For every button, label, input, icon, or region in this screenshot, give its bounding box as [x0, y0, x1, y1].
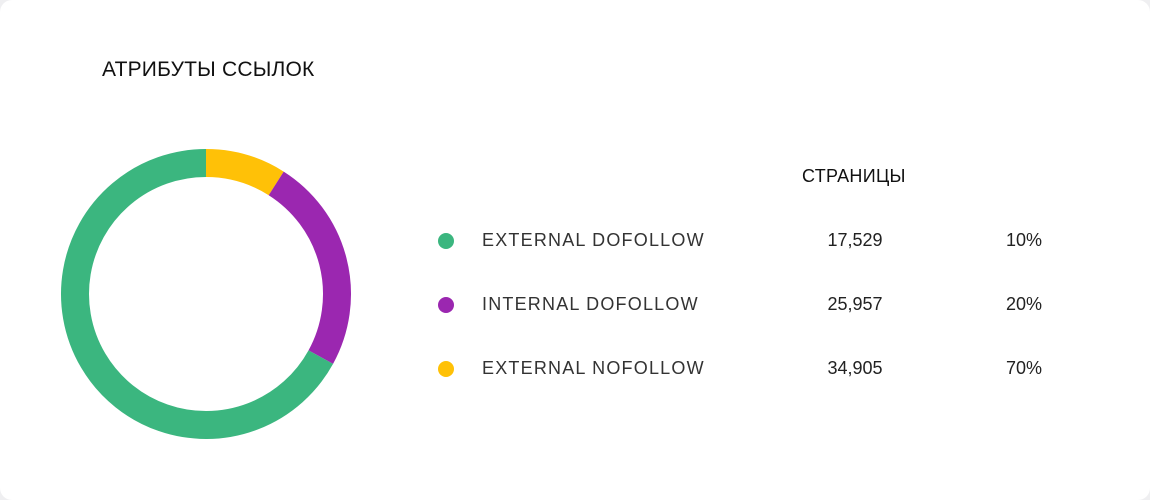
- card-title: АТРИБУТЫ ССЫЛОК: [102, 58, 315, 81]
- donut-slice-external-nofollow: [205, 149, 284, 196]
- legend-percent-value: 20%: [1005, 294, 1042, 314]
- pages-column-header: СТРАНИЦЫ: [802, 166, 906, 186]
- legend-row-external-nofollow: EXTERNAL NOFOLLOW 34,905 70%: [0, 354, 1150, 384]
- legend-label: EXTERNAL NOFOLLOW: [482, 358, 705, 378]
- legend-pages-value: 25,957: [827, 294, 883, 314]
- legend-dot-yellow: [438, 361, 454, 377]
- legend-dot-green: [438, 233, 454, 249]
- legend-percent-value: 10%: [1005, 230, 1042, 250]
- legend-row-internal-dofollow: INTERNAL DOFOLLOW 25,957 20%: [0, 290, 1150, 320]
- legend-row-external-dofollow: EXTERNAL DOFOLLOW 17,529 10%: [0, 226, 1150, 256]
- legend-pages-value: 34,905: [827, 358, 883, 378]
- legend-percent-value: 70%: [1005, 358, 1042, 378]
- donut-slice-internal-dofollow: [268, 171, 351, 364]
- donut-slice-external-dofollow: [61, 149, 334, 439]
- legend-pages-value: 17,529: [827, 230, 883, 250]
- legend-label: EXTERNAL DOFOLLOW: [482, 230, 705, 250]
- legend-label: INTERNAL DOFOLLOW: [482, 294, 699, 314]
- legend-dot-purple: [438, 297, 454, 313]
- donut-chart: [61, 149, 351, 439]
